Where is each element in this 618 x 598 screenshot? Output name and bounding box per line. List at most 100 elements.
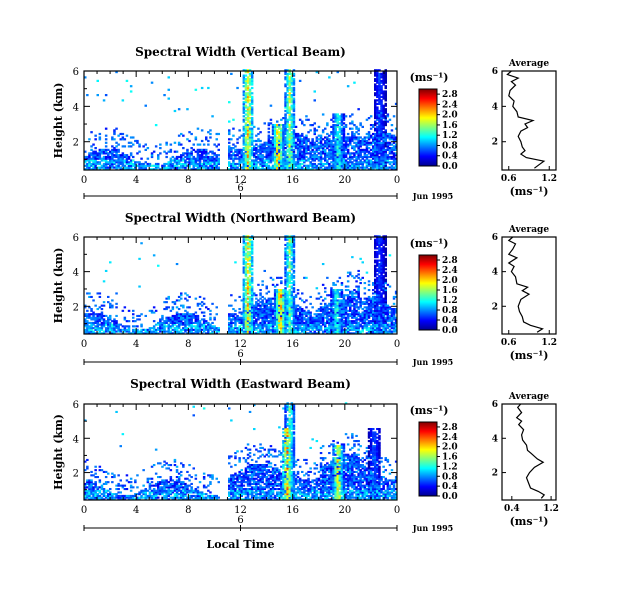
heatmap-cell xyxy=(96,162,99,166)
heatmap-cell xyxy=(186,328,189,331)
heatmap-cell xyxy=(361,168,364,171)
heatmap-cell xyxy=(338,301,342,304)
heatmap-cell xyxy=(194,168,198,171)
heatmap-cell xyxy=(374,327,377,330)
heatmap-cell xyxy=(321,308,325,311)
heatmap-cell xyxy=(324,321,327,324)
heatmap-cell xyxy=(246,283,250,286)
heatmap-cell xyxy=(152,150,156,153)
heatmap-cell xyxy=(242,78,246,81)
heatmap-cell xyxy=(334,323,337,326)
heatmap-cell xyxy=(119,168,122,171)
heatmap-cell xyxy=(188,161,191,164)
heatmap-cell xyxy=(246,129,250,132)
heatmap-cell xyxy=(376,122,379,125)
heatmap-cell xyxy=(288,69,291,72)
heatmap-cell xyxy=(171,323,175,326)
heatmap-cell xyxy=(355,311,358,314)
heatmap-cell xyxy=(346,328,350,331)
date-label: Jun 1995 xyxy=(412,191,453,201)
heatmap-cell xyxy=(127,327,131,330)
heatmap-cell xyxy=(138,166,141,169)
heatmap-cell xyxy=(374,235,377,238)
heatmap-cell xyxy=(284,69,287,72)
heatmap-cell xyxy=(115,155,118,159)
heatmap-cell xyxy=(244,273,248,276)
heatmap-cell xyxy=(113,155,116,159)
heatmap-cell xyxy=(209,136,212,139)
heatmap-cell xyxy=(234,145,237,148)
heatmap-cell xyxy=(228,154,231,157)
heatmap-cell xyxy=(244,104,248,107)
heatmap-cell xyxy=(355,157,358,160)
heatmap-cell xyxy=(255,308,258,311)
heatmap-cell xyxy=(336,330,339,333)
heatmap-cell xyxy=(338,157,342,160)
heatmap-cell xyxy=(248,168,252,171)
heatmap-cell xyxy=(271,297,275,300)
heatmap-cell xyxy=(234,318,237,321)
heatmap-cell xyxy=(292,122,296,125)
heatmap-cell xyxy=(244,124,248,127)
heatmap-cell xyxy=(265,311,268,314)
heatmap-cell xyxy=(250,304,254,307)
heatmap-cell xyxy=(317,318,321,321)
heatmap-cell xyxy=(194,88,198,91)
heatmap-cell xyxy=(246,235,250,238)
heatmap-cell xyxy=(338,147,342,150)
heatmap-cell xyxy=(309,320,312,323)
heatmap-cell xyxy=(342,139,346,143)
heatmap-cell xyxy=(340,118,344,121)
heatmap-cell xyxy=(194,321,198,324)
heatmap-cell xyxy=(148,164,152,167)
heatmap-cell xyxy=(328,138,331,141)
heatmap-cell xyxy=(392,154,396,157)
heatmap-cell xyxy=(119,330,122,333)
heatmap-cell xyxy=(286,250,289,253)
heatmap-cell xyxy=(326,159,329,162)
heatmap-cell xyxy=(84,313,87,316)
heatmap-cell xyxy=(148,327,152,330)
heatmap-cell xyxy=(288,129,291,132)
heatmap-cell xyxy=(267,309,271,312)
heatmap-cell xyxy=(340,311,344,314)
heatmap-cell xyxy=(265,287,268,290)
heatmap-cell xyxy=(284,275,287,278)
heatmap-cell xyxy=(326,139,329,143)
heatmap-cell xyxy=(180,294,183,297)
heatmap-cell xyxy=(246,266,250,269)
heatmap-cell xyxy=(372,150,375,153)
heatmap-cell xyxy=(301,168,304,171)
heatmap-cell xyxy=(296,150,300,153)
heatmap-cell xyxy=(261,145,264,148)
heatmap-cell xyxy=(100,311,104,314)
heatmap-cell xyxy=(282,299,285,302)
heatmap-cell xyxy=(342,159,346,162)
heatmap-cell xyxy=(286,245,289,248)
heatmap-cell xyxy=(349,295,352,298)
heatmap-cell xyxy=(94,318,97,321)
heatmap-cell xyxy=(267,297,271,300)
heatmap-cell xyxy=(276,328,279,331)
heatmap-cell xyxy=(363,159,367,162)
heatmap-cell xyxy=(334,162,337,166)
heatmap-cell xyxy=(207,321,210,324)
heatmap-cell xyxy=(294,309,298,312)
heatmap-cell xyxy=(376,154,379,157)
heatmap-cell xyxy=(236,150,239,153)
heatmap-cell xyxy=(267,124,271,127)
heatmap-cell xyxy=(246,278,250,281)
heatmap-cell xyxy=(321,168,325,171)
heatmap-cell xyxy=(194,328,198,331)
heatmap-cell xyxy=(286,120,289,123)
heatmap-cell xyxy=(298,297,302,300)
heatmap-cell xyxy=(290,249,294,252)
heatmap-cell xyxy=(315,287,319,290)
heatmap-cell xyxy=(280,132,283,136)
heatmap-cell xyxy=(278,313,281,316)
heatmap-cell xyxy=(298,147,302,150)
heatmap-cell xyxy=(334,150,337,153)
heatmap-cell xyxy=(165,152,168,155)
heatmap-cell xyxy=(102,152,106,155)
heatmap-cell xyxy=(290,125,294,128)
